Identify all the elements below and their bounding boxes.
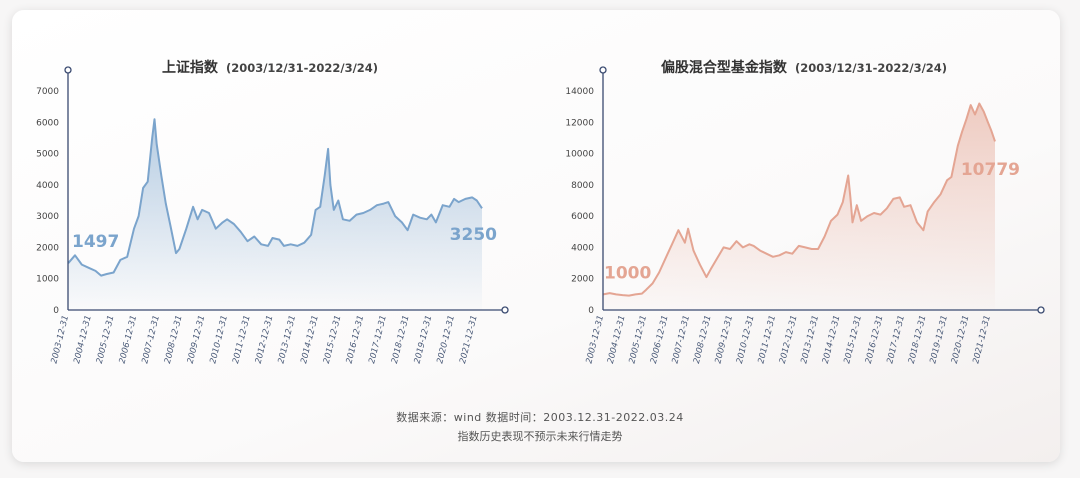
series-line bbox=[67, 118, 483, 277]
x-tick-label: 2016-12-31 bbox=[864, 314, 886, 364]
x-tick-label: 2011-12-31 bbox=[231, 314, 253, 364]
x-tick-label: 2009-12-31 bbox=[713, 314, 735, 364]
x-tick-label: 2010-12-31 bbox=[208, 314, 230, 364]
source-note: 数据来源：wind 数据时间：2003.12.31-2022.03.24 bbox=[396, 411, 684, 424]
y-tick-label: 0 bbox=[588, 306, 594, 316]
fund-index-chart: 偏股混合型基金指数 (2003/12/31-2022/3/24) 0 2000 4000… bbox=[565, 59, 1045, 365]
y-tick-label: 3000 bbox=[36, 212, 59, 222]
end-value-label: 10779 bbox=[961, 160, 1020, 180]
x-tick-label: 2007-12-31 bbox=[670, 314, 692, 364]
x-tick-label: 2015-12-31 bbox=[842, 314, 864, 364]
x-tick-label: 2019-12-31 bbox=[928, 314, 950, 364]
x-tick-label: 2008-12-31 bbox=[163, 314, 185, 364]
x-tick-label: 2007-12-31 bbox=[140, 314, 162, 364]
x-tick-label: 2020-12-31 bbox=[435, 314, 457, 364]
x-tick-label: 2005-12-31 bbox=[627, 314, 649, 364]
x-tick-label: 2004-12-31 bbox=[606, 314, 628, 364]
y-tick-label: 6000 bbox=[36, 118, 59, 128]
x-tick-label: 2019-12-31 bbox=[413, 314, 435, 364]
y-tick-label: 0 bbox=[53, 306, 59, 316]
series-line bbox=[603, 102, 996, 297]
y-tick-label: 5000 bbox=[36, 150, 59, 160]
x-tick-label: 2008-12-31 bbox=[692, 314, 714, 364]
x-tick-label: 2003-12-31 bbox=[49, 314, 71, 364]
x-tick-label: 2003-12-31 bbox=[584, 314, 606, 364]
series-area bbox=[603, 103, 995, 310]
x-tick-label: 2014-12-31 bbox=[299, 314, 321, 364]
x-tick-label: 2020-12-31 bbox=[950, 314, 972, 364]
y-tick-label: 8000 bbox=[571, 181, 594, 191]
y-tick-label: 12000 bbox=[565, 118, 594, 128]
x-tick-label: 2017-12-31 bbox=[367, 314, 389, 364]
chart-title: 偏股混合型基金指数 (2003/12/31-2022/3/24) bbox=[661, 59, 947, 76]
x-tick-label: 2005-12-31 bbox=[95, 314, 117, 364]
y-tick-label: 14000 bbox=[565, 87, 594, 97]
y-tick-label: 1000 bbox=[36, 275, 59, 285]
y-tick-label: 4000 bbox=[36, 181, 59, 191]
y-tick-label: 7000 bbox=[36, 87, 59, 97]
shanghai-index-chart: 上证指数 (2003/12/31-2022/3/24) 0 1000 2000 3000 4… bbox=[36, 59, 509, 365]
x-tick-label: 2018-12-31 bbox=[907, 314, 929, 364]
y-tick-label: 4000 bbox=[571, 243, 594, 253]
x-tick-label: 2010-12-31 bbox=[735, 314, 757, 364]
start-value-label: 1497 bbox=[72, 232, 119, 252]
x-tick-label: 2021-12-31 bbox=[458, 314, 480, 364]
end-value-label: 3250 bbox=[450, 225, 497, 245]
start-value-label: 1000 bbox=[604, 263, 651, 283]
x-tick-label: 2012-12-31 bbox=[254, 314, 276, 364]
x-tick-label: 2011-12-31 bbox=[756, 314, 778, 364]
y-axis-end-marker bbox=[599, 66, 607, 74]
y-tick-label: 2000 bbox=[36, 243, 59, 253]
y-tick-label: 2000 bbox=[571, 275, 594, 285]
x-axis-end-marker bbox=[1037, 306, 1045, 314]
x-tick-label: 2013-12-31 bbox=[799, 314, 821, 364]
x-axis-end-marker bbox=[501, 306, 509, 314]
series-area bbox=[68, 119, 482, 310]
x-tick-label: 2009-12-31 bbox=[186, 314, 208, 364]
chart-title-main: 上证指数 bbox=[162, 59, 219, 76]
y-axis-end-marker bbox=[64, 66, 72, 74]
y-tick-label: 10000 bbox=[565, 150, 594, 160]
x-tick-label: 2004-12-31 bbox=[72, 314, 94, 364]
x-tick-label: 2018-12-31 bbox=[390, 314, 412, 364]
chart-title-sub: (2003/12/31-2022/3/24) bbox=[795, 61, 947, 75]
x-tick-label: 2015-12-31 bbox=[322, 314, 344, 364]
x-tick-label: 2006-12-31 bbox=[118, 314, 140, 364]
chart-title: 上证指数 (2003/12/31-2022/3/24) bbox=[162, 59, 378, 76]
x-tick-label: 2016-12-31 bbox=[345, 314, 367, 364]
x-tick-label: 2013-12-31 bbox=[276, 314, 298, 364]
x-tick-label: 2017-12-31 bbox=[885, 314, 907, 364]
x-tick-label: 2006-12-31 bbox=[649, 314, 671, 364]
chart-title-sub: (2003/12/31-2022/3/24) bbox=[226, 61, 378, 75]
x-tick-label: 2021-12-31 bbox=[971, 314, 993, 364]
chart-title-main: 偏股混合型基金指数 bbox=[661, 59, 788, 76]
x-tick-label: 2012-12-31 bbox=[778, 314, 800, 364]
x-tick-label: 2014-12-31 bbox=[821, 314, 843, 364]
disclaimer-note: 指数历史表现不预示未来行情走势 bbox=[457, 430, 623, 443]
y-tick-label: 6000 bbox=[571, 212, 594, 222]
